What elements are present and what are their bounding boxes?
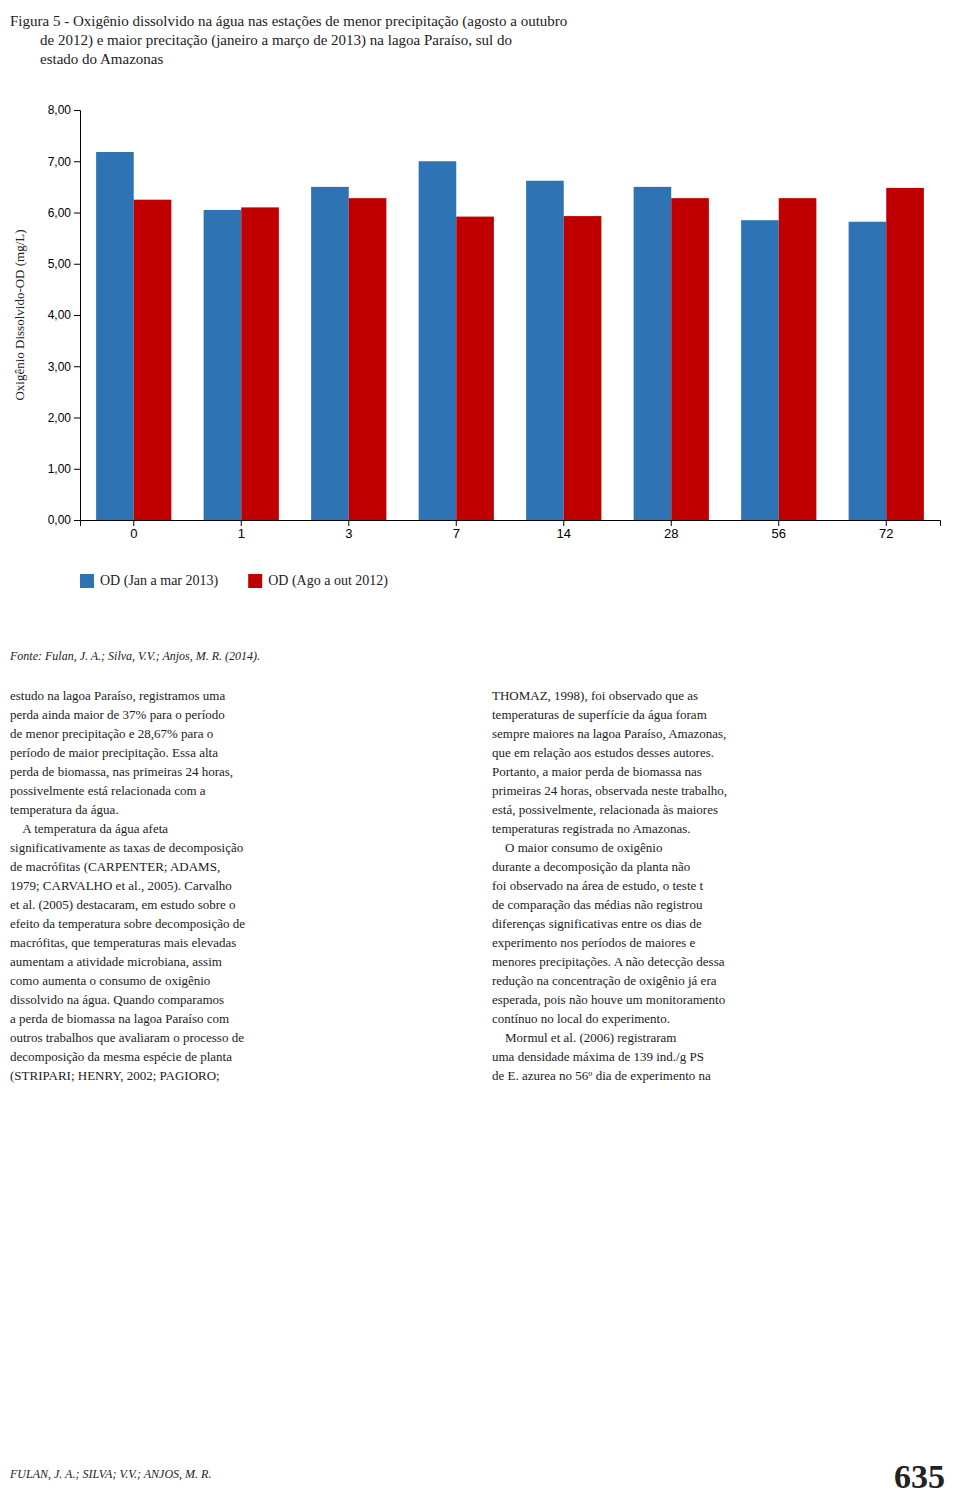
x-tick: 1 (238, 520, 245, 541)
bar-series (134, 188, 924, 520)
y-tick-mark (74, 315, 80, 316)
y-tick: 6,00 (48, 206, 80, 220)
body-text-right: THOMAZ, 1998), foi observado que astempe… (492, 688, 727, 1083)
x-tick: 28 (664, 520, 678, 541)
x-tick-mark (886, 520, 887, 526)
x-tick-mark (456, 520, 457, 526)
x-tick: 0 (130, 520, 137, 541)
legend-label: OD (Ago a out 2012) (268, 573, 388, 589)
bar (134, 200, 172, 520)
y-tick: 7,00 (48, 155, 80, 169)
bar (241, 207, 279, 520)
x-tick-mark (348, 520, 349, 526)
y-axis: 0,00 1,00 2,00 3,00 4,00 5,00 6,00 7,00 8,00 (48, 103, 81, 527)
chart-title: Figura 5 - Oxigênio dissolvido na água n… (10, 13, 567, 67)
annotations: Fonte: Fulan, J. A.; Silva, V.V.; Anjos,… (9, 649, 945, 1495)
y-tick-mark (74, 264, 80, 265)
y-tick-mark (74, 520, 80, 521)
x-tick: 7 (453, 520, 460, 541)
x-tick-label: 3 (345, 526, 352, 541)
x-tick-label: 1 (238, 526, 245, 541)
y-tick: 1,00 (48, 462, 80, 476)
plot-area (96, 152, 924, 520)
y-tick-label: 6,00 (48, 206, 72, 220)
x-tick-mark (133, 520, 134, 526)
bar (311, 187, 349, 520)
x-tick-label: 72 (879, 526, 893, 541)
bar (849, 222, 887, 520)
x-tick: 72 (879, 520, 893, 541)
bar (741, 220, 779, 520)
y-axis-line (74, 111, 81, 521)
bar (671, 198, 709, 520)
x-tick: 3 (345, 520, 352, 541)
bar (526, 181, 564, 520)
y-tick-label: 8,00 (48, 103, 72, 117)
x-tick-mark (778, 520, 779, 526)
y-tick-mark (74, 366, 80, 367)
y-tick-mark (74, 110, 80, 111)
body-text-left: estudo na lagoa Paraíso, registramos uma… (10, 688, 245, 1083)
page-number: 635 (894, 1458, 945, 1495)
y-tick-mark (74, 469, 80, 470)
source-note: Fonte: Fulan, J. A.; Silva, V.V.; Anjos,… (9, 649, 260, 663)
x-tick-mark (671, 520, 672, 526)
footer-left: FULAN, J. A.; SILVA; V.V.; ANJOS, M. R. (9, 1467, 211, 1481)
x-axis: 0 1 3 7 14 28 56 72 (81, 520, 941, 541)
legend-swatch (80, 574, 94, 588)
y-tick-label: 2,00 (48, 411, 72, 425)
x-tick: 56 (772, 520, 786, 541)
y-tick-label: 1,00 (48, 462, 72, 476)
y-tick-mark (74, 161, 80, 162)
legend-item: OD (Jan a mar 2013) (80, 573, 219, 589)
bar (564, 216, 602, 520)
bar (634, 187, 672, 520)
y-tick-mark (74, 213, 80, 214)
legend: OD (Jan a mar 2013) OD (Ago a out 2012) (80, 573, 388, 589)
bar-series (96, 152, 886, 520)
y-tick-label: 7,00 (48, 155, 72, 169)
bar (886, 188, 924, 520)
y-tick: 8,00 (48, 103, 80, 117)
page: Figura 5 - Oxigênio dissolvido na água n… (0, 0, 960, 1509)
legend-swatch (248, 574, 262, 588)
bar (96, 152, 134, 520)
x-tick-mark (241, 520, 242, 526)
y-tick-label: 0,00 (48, 513, 72, 527)
x-tick-label: 28 (664, 526, 678, 541)
x-tick-label: 14 (557, 526, 571, 541)
x-tick-label: 7 (453, 526, 460, 541)
legend-label: OD (Jan a mar 2013) (100, 573, 219, 589)
bar (779, 198, 817, 520)
x-tick-mark (563, 520, 564, 526)
y-tick-label: 3,00 (48, 360, 72, 374)
y-tick: 3,00 (48, 360, 80, 374)
x-tick-label: 56 (772, 526, 786, 541)
bar (419, 161, 457, 520)
y-axis-title: Oxigênio Dissolvido-OD (mg/L) (12, 229, 27, 400)
y-tick: 0,00 (48, 513, 80, 527)
y-tick-label: 5,00 (48, 257, 72, 271)
bar (204, 210, 242, 520)
legend-item: OD (Ago a out 2012) (248, 573, 388, 589)
bar (456, 217, 494, 520)
x-tick-label: 0 (130, 526, 137, 541)
y-tick: 2,00 (48, 411, 80, 425)
bar (349, 198, 387, 520)
y-tick: 5,00 (48, 257, 80, 271)
y-tick-label: 4,00 (48, 308, 72, 322)
x-tick: 14 (557, 520, 571, 541)
y-tick: 4,00 (48, 308, 80, 322)
y-tick-mark (74, 418, 80, 419)
x-axis-line (81, 521, 941, 527)
